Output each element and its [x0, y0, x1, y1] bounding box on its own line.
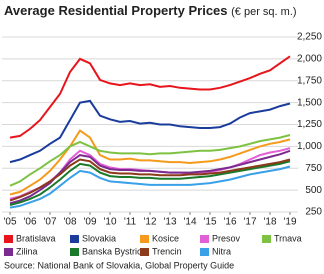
x-tick-label: '14	[183, 217, 196, 228]
legend-swatch	[140, 248, 149, 256]
legend-label: Zilina	[16, 246, 38, 256]
x-tick-label: '06	[23, 217, 36, 228]
legend-label: Kosice	[152, 233, 179, 243]
legend-swatch	[262, 235, 271, 243]
series-line	[9, 158, 291, 202]
legend-label: Presov	[212, 233, 241, 243]
x-tick-label: '18	[263, 217, 276, 228]
legend-swatch	[70, 248, 79, 256]
series-line	[9, 165, 291, 209]
legend-label: Trencin	[152, 246, 182, 256]
x-tick-label: '12	[143, 217, 156, 228]
x-tick-label: '05	[3, 217, 16, 228]
y-tick-label: 750	[305, 163, 322, 174]
x-tick-label: '19	[283, 217, 296, 228]
legend-swatch	[200, 248, 209, 256]
y-tick-label: 250	[305, 207, 322, 218]
x-tick-label: '08	[63, 217, 76, 228]
x-tick-label: '07	[43, 217, 56, 228]
y-tick-label: 2,250	[297, 32, 322, 43]
x-tick-label: '13	[163, 217, 176, 228]
x-tick-label: '10	[103, 217, 116, 228]
legend-label: Banska Bystrica	[82, 246, 147, 256]
series-line	[9, 134, 291, 187]
y-tick-label: 1,000	[297, 141, 322, 152]
chart-title: Average Residential Property Prices (€ p…	[4, 3, 297, 18]
y-tick-label: 1,500	[297, 97, 322, 108]
legend-label: Slovakia	[82, 233, 116, 243]
x-tick-label: '15	[203, 217, 216, 228]
legend-swatch	[4, 235, 13, 243]
x-tick-label: '16	[223, 217, 236, 228]
legend-label: Bratislava	[16, 233, 56, 243]
x-tick-label: '09	[83, 217, 96, 228]
y-tick-label: 2,000	[297, 54, 322, 65]
series-line	[9, 160, 291, 206]
legend-swatch	[200, 235, 209, 243]
legend-swatch	[140, 235, 149, 243]
legend-swatch	[70, 235, 79, 243]
y-tick-label: 1,250	[297, 119, 322, 130]
x-tick-label: '17	[243, 217, 256, 228]
source: Source: National Bank of Slovakia, Globa…	[4, 260, 234, 270]
series-line	[9, 129, 291, 196]
series-line	[9, 55, 291, 139]
y-tick-label: 500	[305, 185, 322, 196]
legend-swatch	[4, 248, 13, 256]
y-tick-label: 1,750	[297, 75, 322, 86]
legend-label: Trnava	[274, 233, 302, 243]
series-line	[9, 99, 291, 164]
legend-label: Nitra	[212, 246, 231, 256]
x-tick-label: '11	[124, 217, 137, 228]
